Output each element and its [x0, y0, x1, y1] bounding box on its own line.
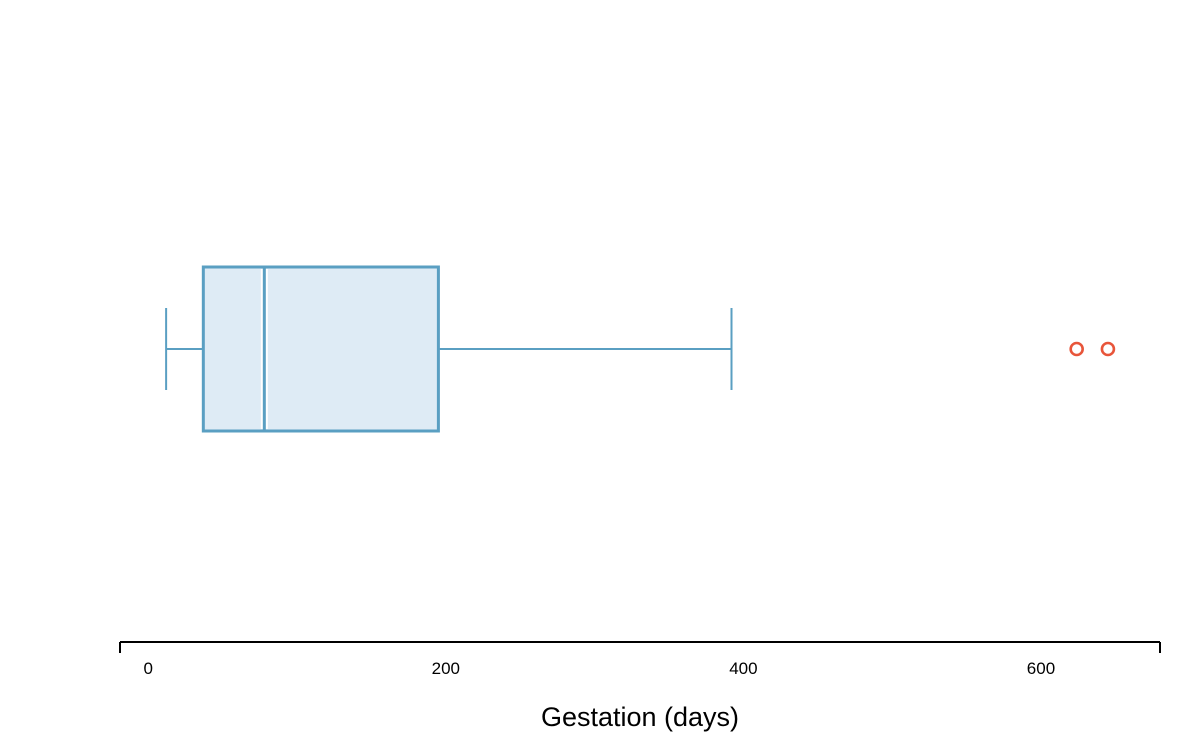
x-axis-ticks: 0 200 400 600 [144, 659, 1056, 678]
x-tick-label: 200 [432, 659, 460, 678]
plot-area [165, 265, 1116, 433]
outlier-point [1069, 341, 1084, 357]
x-axis: 0 200 400 600 Gestation (days) [119, 641, 1161, 732]
x-tick-label: 600 [1027, 659, 1055, 678]
x-tick-label: 400 [729, 659, 757, 678]
x-axis-title: Gestation (days) [541, 702, 739, 732]
x-tick-label: 0 [144, 659, 153, 678]
outlier-point [1100, 341, 1116, 357]
interquartile-box [201, 265, 440, 433]
outliers [1069, 341, 1116, 357]
